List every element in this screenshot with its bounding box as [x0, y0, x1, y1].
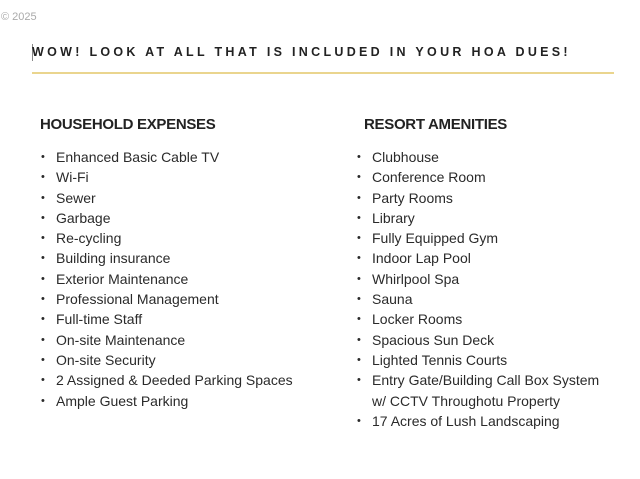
- list-item: • Garbage: [41, 208, 336, 228]
- bullet-icon: •: [41, 394, 45, 407]
- list-item-label: w/ CCTV Throughotu Property: [372, 392, 561, 409]
- list-item-label: 17 Acres of Lush Landscaping: [372, 412, 560, 429]
- bullet-icon: •: [357, 374, 361, 387]
- list-item: • On-site Security: [41, 350, 336, 370]
- list-item-label: Whirlpool Spa: [372, 270, 460, 287]
- bullet-icon: •: [357, 232, 361, 245]
- list-item-label: Fully Equipped Gym: [372, 230, 499, 247]
- bullet-icon: •: [357, 313, 361, 326]
- list-item-label: Professional Management: [56, 291, 219, 308]
- list-item: • Wi-Fi: [41, 167, 336, 187]
- bullet-icon: •: [357, 171, 361, 184]
- text-cursor: [32, 44, 33, 61]
- list-item-label: Garbage: [56, 209, 111, 226]
- list-item-label: Entry Gate/Building Call Box System: [372, 372, 600, 389]
- list-item-label: Lighted Tennis Courts: [372, 351, 508, 368]
- resort-amenities-heading: RESORT AMENITIES: [364, 116, 507, 133]
- household-expenses-heading: HOUSEHOLD EXPENSES: [40, 116, 216, 133]
- list-item-label: Building insurance: [56, 250, 171, 267]
- list-item: • Entry Gate/Building Call Box System: [357, 370, 622, 390]
- list-item: • Spacious Sun Deck: [357, 330, 622, 350]
- bullet-icon: •: [357, 252, 361, 265]
- household-expenses-list: • Enhanced Basic Cable TV • Wi-Fi • Sewer • Gar…: [41, 147, 336, 411]
- bullet-icon: •: [357, 353, 361, 366]
- list-item: • Full-time Staff: [41, 309, 336, 329]
- list-item: • Exterior Maintenance: [41, 269, 336, 289]
- list-item-label: 2 Assigned & Deeded Parking Spaces: [56, 372, 293, 389]
- list-item: • Building insurance: [41, 248, 336, 268]
- bullet-icon: •: [41, 232, 45, 245]
- bullet-icon: •: [41, 374, 45, 387]
- bullet-icon: •: [41, 353, 45, 366]
- list-item: • Lighted Tennis Courts: [357, 350, 622, 370]
- bullet-icon: •: [41, 272, 45, 285]
- bullet-icon: •: [41, 313, 45, 326]
- list-item-label: Spacious Sun Deck: [372, 331, 495, 348]
- list-item-label: Wi-Fi: [56, 169, 89, 186]
- list-item: • Ample Guest Parking: [41, 391, 336, 411]
- page-title: WOW! LOOK AT ALL THAT IS INCLUDED IN YOU…: [32, 45, 571, 59]
- bullet-icon: •: [357, 191, 361, 204]
- list-item: • Fully Equipped Gym: [357, 228, 622, 248]
- bullet-icon: •: [41, 171, 45, 184]
- bullet-icon: •: [357, 272, 361, 285]
- list-item: w/ CCTV Throughotu Property: [372, 391, 622, 411]
- list-item: • Professional Management: [41, 289, 336, 309]
- list-item-label: Locker Rooms: [372, 311, 463, 328]
- bullet-icon: •: [41, 191, 45, 204]
- list-item: • Whirlpool Spa: [357, 269, 622, 289]
- bullet-icon: •: [357, 414, 361, 427]
- list-item-label: Conference Room: [372, 169, 486, 186]
- bullet-icon: •: [357, 333, 361, 346]
- bullet-icon: •: [357, 293, 361, 306]
- list-item-label: Full-time Staff: [56, 311, 143, 328]
- list-item: • Indoor Lap Pool: [357, 248, 622, 268]
- bullet-icon: •: [41, 293, 45, 306]
- list-item-label: On-site Maintenance: [56, 331, 186, 348]
- list-item-label: On-site Security: [56, 351, 156, 368]
- resort-amenities-list: • Clubhouse • Conference Room • Party Rooms • L…: [357, 147, 622, 431]
- list-item-label: Library: [372, 209, 415, 226]
- list-item-label: Sewer: [56, 189, 96, 206]
- list-item-label: Re-cycling: [56, 230, 122, 247]
- list-item-label: Sauna: [372, 291, 413, 308]
- bullet-icon: •: [41, 252, 45, 265]
- bullet-icon: •: [41, 211, 45, 224]
- copyright-text: © 2025: [1, 11, 37, 23]
- bullet-icon: •: [41, 151, 45, 163]
- list-item: • Party Rooms: [357, 188, 622, 208]
- list-item-label: Clubhouse: [372, 149, 439, 165]
- list-item: • 17 Acres of Lush Landscaping: [357, 411, 622, 431]
- list-item: • Sauna: [357, 289, 622, 309]
- list-item: • Locker Rooms: [357, 309, 622, 329]
- bullet-icon: •: [357, 151, 361, 163]
- list-item: • Enhanced Basic Cable TV: [41, 147, 336, 167]
- list-item-label: Enhanced Basic Cable TV: [56, 149, 220, 165]
- title-divider: [32, 72, 614, 74]
- list-item: • On-site Maintenance: [41, 330, 336, 350]
- list-item: • Clubhouse: [357, 147, 622, 167]
- list-item: • Sewer: [41, 188, 336, 208]
- list-item: • Library: [357, 208, 622, 228]
- list-item: • 2 Assigned & Deeded Parking Spaces: [41, 370, 336, 390]
- list-item-label: Indoor Lap Pool: [372, 250, 471, 267]
- bullet-icon: •: [41, 333, 45, 346]
- list-item-label: Exterior Maintenance: [56, 270, 189, 287]
- list-item: • Conference Room: [357, 167, 622, 187]
- list-item-label: Ample Guest Parking: [56, 392, 189, 409]
- list-item-label: Party Rooms: [372, 189, 453, 206]
- bullet-icon: •: [357, 211, 361, 224]
- list-item: • Re-cycling: [41, 228, 336, 248]
